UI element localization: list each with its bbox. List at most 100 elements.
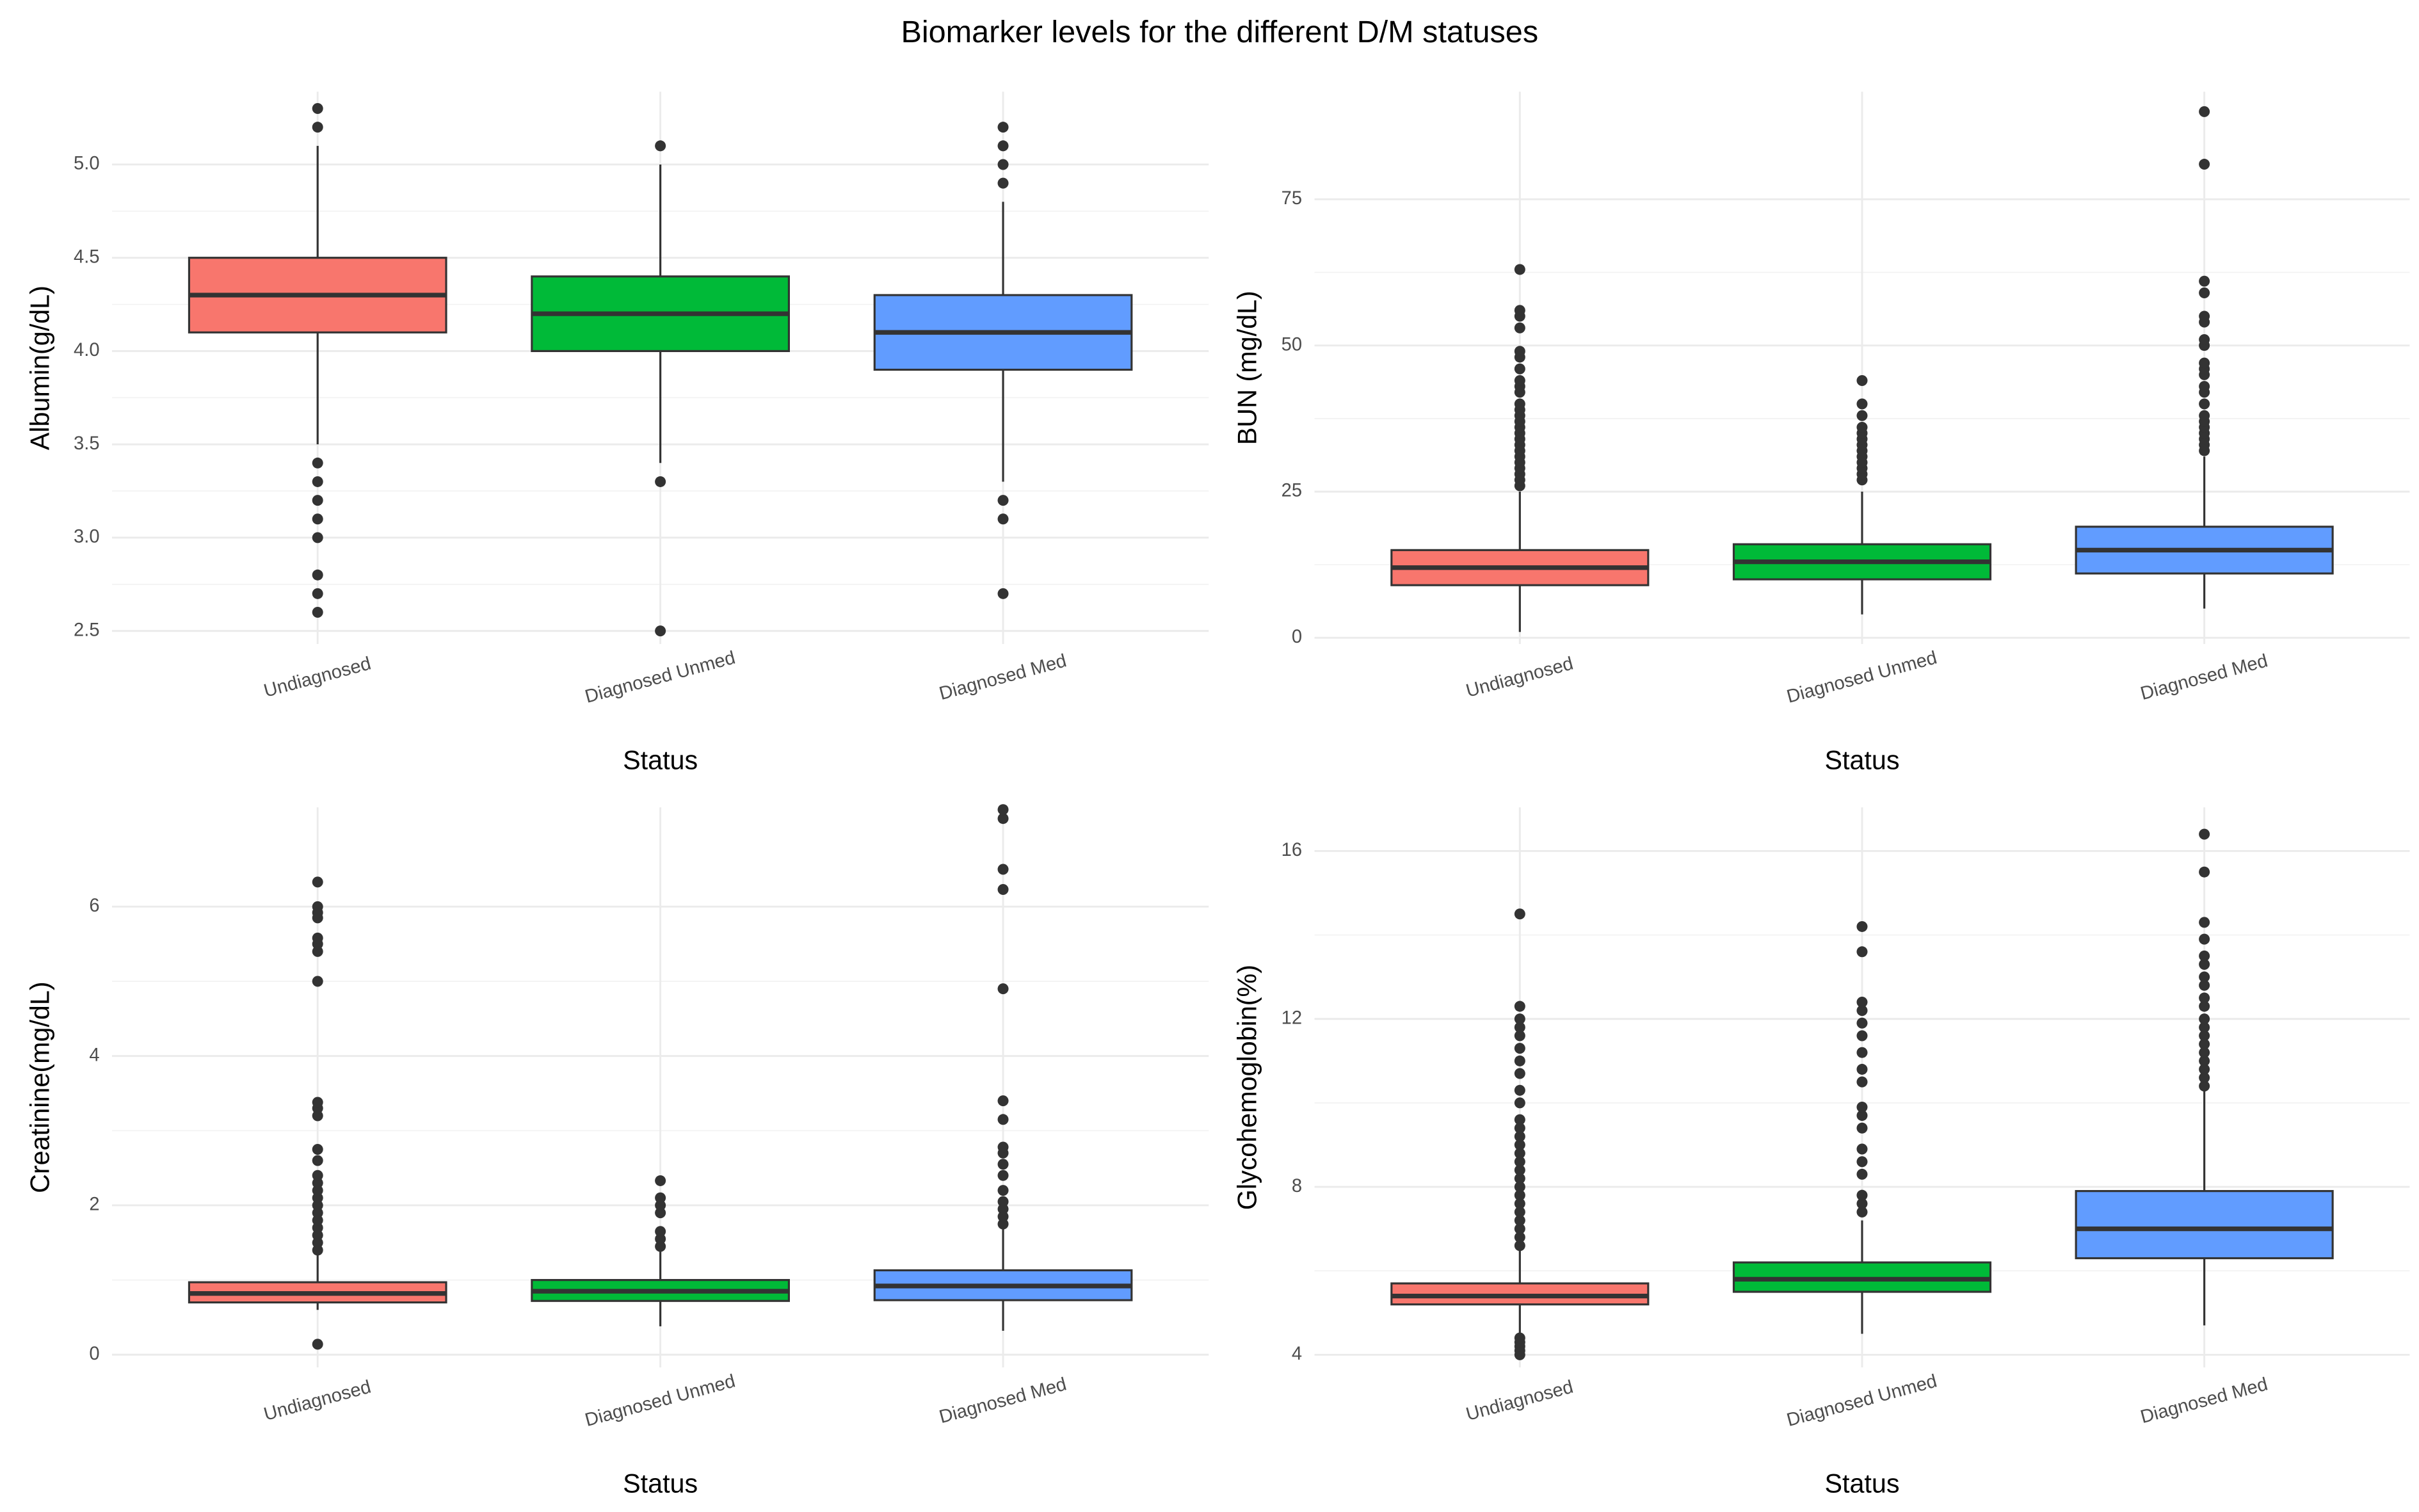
outlier-point [1514,1022,1525,1033]
outlier-point [655,1192,666,1203]
outlier-point [2199,357,2210,369]
box [2075,1190,2334,1260]
outlier-point [2199,958,2210,970]
outlier-point [1514,1156,1525,1168]
outlier-point [1856,1110,1868,1122]
outlier-point [1514,363,1525,374]
outlier-point [997,884,1009,896]
outlier-point [1514,1181,1525,1193]
outlier-point [997,813,1009,824]
y-tick-label: 75 [1282,188,1302,209]
outlier-point [312,513,323,525]
outlier-point [312,876,323,888]
outlier-point [1514,374,1525,386]
outlier-point [1856,1156,1868,1168]
outlier-point [1514,1001,1525,1012]
outlier-point [1856,1005,1868,1017]
outlier-point [1514,1148,1525,1159]
outlier-point [1856,374,1868,386]
outlier-point [2199,950,2210,961]
y-tick-label: 12 [1282,1008,1302,1028]
outlier-point [1514,1206,1525,1218]
outlier-point [997,1114,1009,1125]
y-tick-label: 4.0 [74,340,100,360]
y-tick-label: 6 [89,896,99,916]
x-tick-label: Diagnosed Med [937,650,1069,704]
outlier-point [1856,946,1868,958]
outlier-point [1856,1206,1868,1218]
outlier-point [312,1244,323,1256]
outlier-point [1514,1232,1525,1243]
outlier-point [2199,1047,2210,1058]
outlier-point [1514,264,1525,275]
outlier-point [312,476,323,487]
outlier-point [997,140,1009,152]
y-tick-label: 4 [89,1045,99,1065]
outlier-point [2199,933,2210,945]
outlier-point [312,1222,323,1234]
outlier-point [1856,1189,1868,1201]
outlier-point [2199,410,2210,421]
y-tick-label: 2 [89,1194,99,1215]
outlier-point [1856,996,1868,1008]
outlier-point [655,1207,666,1219]
outlier-point [1514,1013,1525,1025]
outlier-point [997,1185,1009,1196]
outlier-point [312,976,323,987]
outlier-point [312,932,323,944]
x-tick-label: Diagnosed Med [2139,1374,2270,1428]
outlier-point [1514,1189,1525,1201]
outlier-point [997,1095,1009,1107]
outlier-point [312,495,323,506]
outlier-point [312,901,323,912]
outlier-point [1514,1068,1525,1079]
outlier-point [312,122,323,133]
x-axis-title: Status [1824,746,1899,775]
outlier-point [312,606,323,618]
y-tick-label: 3.0 [74,527,100,547]
outlier-point [997,864,1009,875]
x-axis-title: Status [1824,1469,1899,1499]
outlier-point [997,122,1009,133]
outlier-point [997,1159,1009,1170]
outlier-point [312,1339,323,1350]
x-tick-label: Undiagnosed [262,654,373,702]
outlier-point [997,159,1009,170]
outlier-point [2199,917,2210,928]
outlier-point [1856,1101,1868,1113]
outlier-point [2199,1001,2210,1012]
x-tick-label: Diagnosed Unmed [583,648,738,707]
outlier-point [1514,1084,1525,1096]
outlier-point [2199,1022,2210,1033]
outlier-point [1856,921,1868,932]
outlier-point [312,1143,323,1155]
outlier-point [2199,287,2210,298]
outlier-point [997,513,1009,525]
outlier-point [1514,1055,1525,1066]
outlier-point [1514,1043,1525,1054]
outlier-point [1856,1047,1868,1058]
outlier-point [2199,971,2210,983]
outlier-point [1856,422,1868,433]
outlier-point [312,1170,323,1181]
outlier-point [655,1175,666,1186]
outlier-point [1514,1332,1525,1344]
outlier-point [655,1226,666,1237]
outlier-point [2199,159,2210,170]
y-axis-title: Albumin(g/dL) [26,286,55,450]
outlier-point [1514,346,1525,357]
outlier-point [2199,828,2210,840]
outlier-point [1856,1030,1868,1042]
outlier-point [312,1110,323,1122]
outlier-point [1514,1215,1525,1226]
outlier-point [2199,1013,2210,1025]
outlier-point [312,1192,323,1203]
outlier-point [1856,398,1868,410]
y-tick-label: 3.5 [74,433,100,454]
outlier-point [655,140,666,152]
outlier-point [997,804,1009,816]
outlier-point [2199,979,2210,991]
outlier-point [2199,866,2210,878]
outlier-point [1514,1198,1525,1209]
outlier-point [655,1200,666,1211]
